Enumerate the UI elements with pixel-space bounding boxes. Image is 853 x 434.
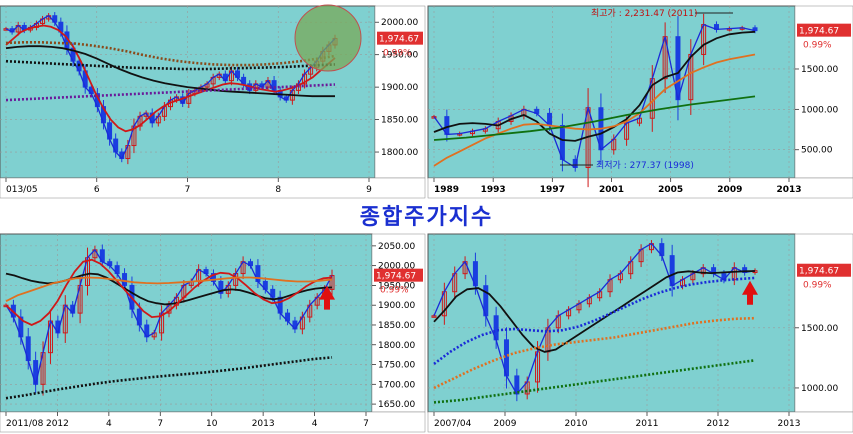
y-tick-label: 2000.00 [378,262,415,272]
y-tick-label: 1850.00 [381,116,418,126]
y-tick-label: 1700.00 [378,380,415,390]
x-tick-label: 2010 [565,419,588,429]
series-line-ma-green [433,95,756,141]
price-label-box [797,23,851,37]
series-line-ma-orange [5,276,333,303]
y-tick-label: 1800.00 [378,341,415,351]
series-line-ma-red [5,24,336,133]
series-line-ma-dotted-brown [5,41,336,67]
x-tick-label: 2011/08 [6,419,44,429]
y-tick-label: 1850.00 [378,321,415,331]
x-tick-label: 2001 [599,185,624,195]
price-label: 1,974.67 [799,27,839,37]
y-axis-area [794,233,853,413]
x-tick-label: 2013 [776,185,801,195]
series-line-ma-red [5,258,333,326]
y-tick-label: 1750.00 [378,361,415,371]
x-tick-label: 7 [157,419,163,429]
x-axis-area [427,411,853,433]
y-tick-label: 1900.00 [378,301,415,311]
highlight-circle [294,4,362,72]
change-label: 0.99% [803,281,832,291]
x-tick-label: 8 [275,185,281,195]
series-line-ma-dotted-orange [433,316,756,390]
y-tick-label: 2000.00 [381,18,418,28]
x-tick-label: 2007/04 [434,419,472,429]
price-label: 1,974.67 [799,267,839,277]
x-tick-label: 2009 [494,419,517,429]
chart-panel-bottom-left [0,233,426,433]
series-line-ma-dotted-purple [5,83,336,102]
price-line [5,248,333,387]
x-axis-area [427,177,853,199]
candle-body [752,27,758,32]
x-tick-label: 2013 [252,419,275,429]
chart-panel-top-left [0,4,426,199]
series-line-ma-dotted-black [5,59,336,71]
x-axis-area [0,411,426,433]
price-label-box [377,31,423,45]
x-tick-label: 2012 [46,419,69,429]
x-axis-area [0,177,426,199]
up-arrow-icon [319,285,335,310]
series-line-ma-dotted-blue [433,276,756,365]
price-label: 1,974.67 [379,35,419,45]
series-line-ma-dotted-black [5,356,333,400]
series-line-ma-dotted-green [433,359,756,404]
x-tick-label: 2009 [717,185,742,195]
x-tick-label: 1997 [540,185,565,195]
x-tick-label: 10 [206,419,218,429]
x-tick-label: 2011 [636,419,659,429]
price-label-box [797,263,851,277]
y-tick-label: 1000.00 [801,384,838,394]
x-tick-label: 1989 [434,185,459,195]
chart-panel-bottom-right [427,233,853,433]
x-tick-label: 6 [94,185,100,195]
x-tick-label: 4 [312,419,318,429]
x-tick-label: 9 [366,185,372,195]
series-line-ma-black [433,270,756,353]
x-tick-label: 7 [363,419,369,429]
up-arrow-icon [742,280,758,305]
price-line [433,242,756,396]
plot-area [0,233,373,413]
x-tick-label: 4 [106,419,112,429]
annotation-high: 최고가 : 2,231.47 (2011) [591,8,697,19]
chart-panel-top-right [427,5,853,199]
y-tick-label: 1650.00 [378,400,415,410]
annotation-low: 최저가 : 277.37 (1998) [596,160,694,171]
y-tick-label: 1800.00 [381,148,418,158]
y-tick-label: 1900.00 [381,83,418,93]
price-label-box [374,268,423,282]
change-label: 0.99% [383,49,412,59]
series-line-ma-black [5,45,335,98]
y-tick-label: 1000.00 [801,105,838,115]
x-tick-label: 2013 [778,419,801,429]
page-title: 종합주가지수 [359,205,494,230]
y-tick-label: 1950.00 [378,281,415,291]
y-tick-label: 2050.00 [378,242,415,252]
x-tick-label: 2005 [658,185,683,195]
y-tick-label: 1500.00 [801,324,838,334]
y-tick-label: 1500.00 [801,65,838,75]
y-tick-label: 1950.00 [381,51,418,61]
series-line-ma-black [433,30,756,142]
change-label: 0.99% [380,286,409,296]
price-label: 1,974.67 [376,272,416,282]
x-tick-label: 7 [185,185,191,195]
x-tick-label: 1993 [481,185,506,195]
plot-area [427,233,796,413]
x-tick-label: 2012 [707,419,730,429]
change-label: 0.99% [803,41,832,51]
y-axis-area [371,233,426,413]
series-line-ma-orange [433,53,756,167]
y-tick-label: 500.00 [801,146,833,156]
x-tick-label: 013/05 [6,185,38,195]
